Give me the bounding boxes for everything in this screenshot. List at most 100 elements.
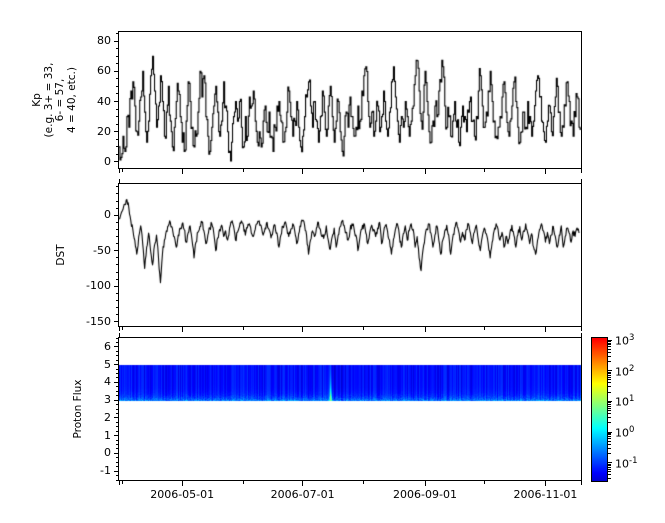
colorbar-tick-label: 102 [615,363,635,379]
x-major-tick [181,481,183,486]
y-minor-tick [116,439,119,441]
y-major-tick [114,131,119,133]
y-major-tick [114,435,119,437]
y-major-tick [114,399,119,401]
y-major-tick [114,214,119,216]
x-minor-tick [363,481,365,484]
y-minor-tick [116,426,119,428]
y-minor-tick [116,404,119,406]
y-major-tick [114,40,119,42]
y-tick-label: 60 [97,64,111,78]
x-edge-tick-top [118,179,120,183]
colorbar [591,337,608,482]
colorbar-minor-tick [608,361,611,363]
x-major-tick [424,327,426,332]
y-minor-tick [116,390,119,392]
y-minor-tick [116,207,119,209]
y-minor-tick [116,221,119,223]
x-edge-tick-top [580,333,582,337]
y-minor-tick [116,444,119,445]
y-minor-tick [116,386,119,388]
colorbar-tick-label: 10-1 [615,455,638,471]
x-major-tick [544,169,546,174]
y-tick-label: 1 [104,428,111,442]
y-minor-tick [116,314,119,316]
colorbar-minor-tick [608,346,611,348]
x-tick-label: 2006-11-01 [513,488,578,501]
y-major-tick [114,321,119,323]
y-tick-label: 4 [104,375,111,389]
y-minor-tick [116,475,119,477]
colorbar-minor-tick [608,402,611,404]
colorbar-minor-tick [608,434,611,436]
dst-series-line [119,184,581,326]
y-tick-label: 80 [97,34,111,48]
colorbar-minor-tick [608,375,611,376]
y-tick-label: -100 [86,279,111,293]
y-major-tick [114,364,119,366]
dst-panel [118,183,582,327]
x-minor-tick [242,481,244,484]
colorbar-minor-tick [608,416,611,418]
x-edge-tick [580,327,582,331]
x-tick-label: 2006-09-01 [393,488,457,501]
y-major-tick [114,346,119,348]
proton-flux-panel [118,337,582,481]
x-major-tick [424,481,426,486]
x-edge-tick-top [118,333,120,337]
y-minor-tick [116,63,119,65]
y-major-tick [114,417,119,419]
x-major-tick [424,169,426,174]
y-minor-tick [116,395,119,397]
y-major-tick [114,250,119,252]
x-minor-tick [483,481,485,484]
y-major-tick [114,161,119,163]
y-minor-tick [116,116,119,118]
y-minor-tick [116,307,119,309]
x-major-tick [544,327,546,332]
y-minor-tick [116,479,119,481]
y-minor-tick [116,200,119,202]
x-edge-tick [118,169,120,173]
y-minor-tick [116,108,119,110]
y-tick-label: -1 [100,464,111,478]
x-edge-tick-top [580,179,582,183]
y-minor-tick [116,228,119,230]
colorbar-minor-tick [608,344,611,346]
x-major-tick [544,481,546,486]
colorbar-minor-tick [608,422,611,424]
x-edge-tick [580,169,582,173]
colorbar-major-tick [608,339,612,341]
colorbar-minor-tick [608,471,611,473]
colorbar-minor-tick [608,403,611,405]
y-minor-tick [116,373,119,374]
y-tick-label: 0 [104,208,111,222]
y-minor-tick [116,33,119,34]
colorbar-minor-tick [608,405,611,407]
colorbar-major-tick [608,370,612,372]
x-edge-tick [118,327,120,331]
colorbar-major-tick [608,431,612,433]
colorbar-minor-tick [608,371,611,373]
colorbar-minor-tick [608,478,611,480]
kp-panel [118,31,582,169]
x-minor-tick [122,327,124,330]
y-major-tick [114,470,119,472]
y-minor-tick [116,359,119,361]
y-minor-tick [116,138,119,140]
colorbar-tick-label: 101 [615,394,635,410]
x-minor-tick [363,169,365,172]
y-major-tick [114,101,119,102]
colorbar-minor-tick [608,466,611,468]
x-major-tick [302,481,304,486]
x-minor-tick [242,327,244,330]
x-edge-tick [118,481,120,485]
y-minor-tick [116,350,119,352]
colorbar-major-tick [608,400,612,402]
y-minor-tick [116,408,119,410]
x-tick-label: 2006-07-01 [270,488,335,501]
y-tick-label: 2 [104,410,111,424]
y-tick-label: 5 [104,357,111,371]
y-minor-tick [116,337,119,339]
